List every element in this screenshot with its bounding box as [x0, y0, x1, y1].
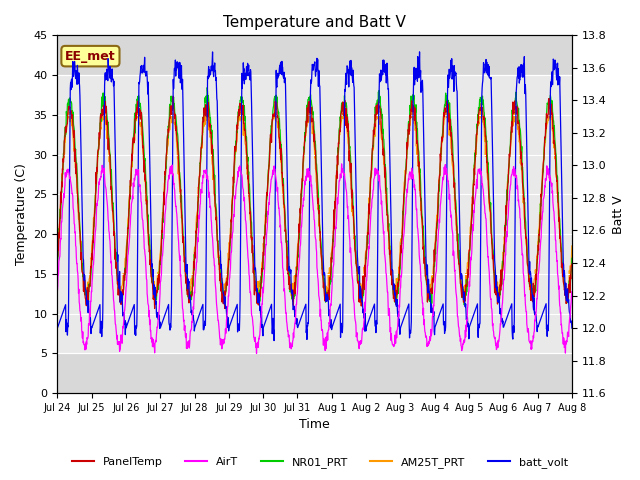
NR01_PRT	[395, 290, 403, 296]
NR01_PRT	[156, 269, 163, 275]
PanelTemp	[226, 235, 234, 240]
AirT	[156, 305, 163, 311]
Line: NR01_PRT: NR01_PRT	[58, 88, 572, 305]
AirT	[253, 350, 260, 356]
AirT	[168, 165, 175, 171]
AirT	[225, 277, 233, 283]
Title: Temperature and Batt V: Temperature and Batt V	[223, 15, 406, 30]
batt_volt	[225, 324, 233, 330]
NR01_PRT	[460, 302, 468, 308]
batt_volt	[462, 309, 470, 315]
AM25T_PRT	[54, 240, 61, 245]
AM25T_PRT	[271, 102, 278, 108]
NR01_PRT	[168, 94, 175, 100]
PanelTemp	[168, 108, 176, 113]
batt_volt	[568, 325, 576, 331]
AirT	[462, 322, 470, 328]
PanelTemp	[170, 93, 177, 99]
AM25T_PRT	[226, 243, 234, 249]
AM25T_PRT	[395, 264, 403, 270]
PanelTemp	[568, 261, 576, 267]
PanelTemp	[151, 306, 159, 312]
AirT	[54, 288, 61, 294]
batt_volt	[270, 338, 278, 344]
NR01_PRT	[462, 292, 470, 298]
AM25T_PRT	[568, 243, 576, 249]
PanelTemp	[508, 124, 515, 130]
Line: AirT: AirT	[58, 164, 572, 353]
batt_volt	[156, 312, 163, 318]
AirT	[568, 289, 576, 295]
Line: batt_volt: batt_volt	[58, 52, 572, 341]
Text: EE_met: EE_met	[65, 49, 116, 63]
AM25T_PRT	[462, 271, 470, 276]
Y-axis label: Temperature (C): Temperature (C)	[15, 163, 28, 265]
AirT	[395, 313, 403, 319]
NR01_PRT	[204, 85, 211, 91]
PanelTemp	[156, 270, 163, 276]
AirT	[338, 161, 346, 167]
Bar	[58, 75, 572, 353]
batt_volt	[395, 309, 403, 314]
Line: PanelTemp: PanelTemp	[58, 96, 572, 309]
batt_volt	[508, 302, 515, 308]
batt_volt	[54, 325, 61, 331]
PanelTemp	[462, 282, 470, 288]
PanelTemp	[54, 253, 61, 259]
Line: AM25T_PRT: AM25T_PRT	[58, 105, 572, 297]
batt_volt	[168, 257, 175, 263]
Legend: PanelTemp, AirT, NR01_PRT, AM25T_PRT, batt_volt: PanelTemp, AirT, NR01_PRT, AM25T_PRT, ba…	[68, 452, 572, 472]
NR01_PRT	[226, 253, 234, 259]
PanelTemp	[395, 277, 403, 283]
AM25T_PRT	[117, 294, 125, 300]
AM25T_PRT	[156, 257, 163, 263]
NR01_PRT	[54, 258, 61, 264]
AirT	[508, 173, 515, 179]
AM25T_PRT	[168, 120, 176, 126]
batt_volt	[416, 49, 424, 55]
Y-axis label: Batt V: Batt V	[612, 195, 625, 234]
AM25T_PRT	[508, 136, 515, 142]
NR01_PRT	[568, 255, 576, 261]
NR01_PRT	[508, 126, 515, 132]
X-axis label: Time: Time	[300, 419, 330, 432]
